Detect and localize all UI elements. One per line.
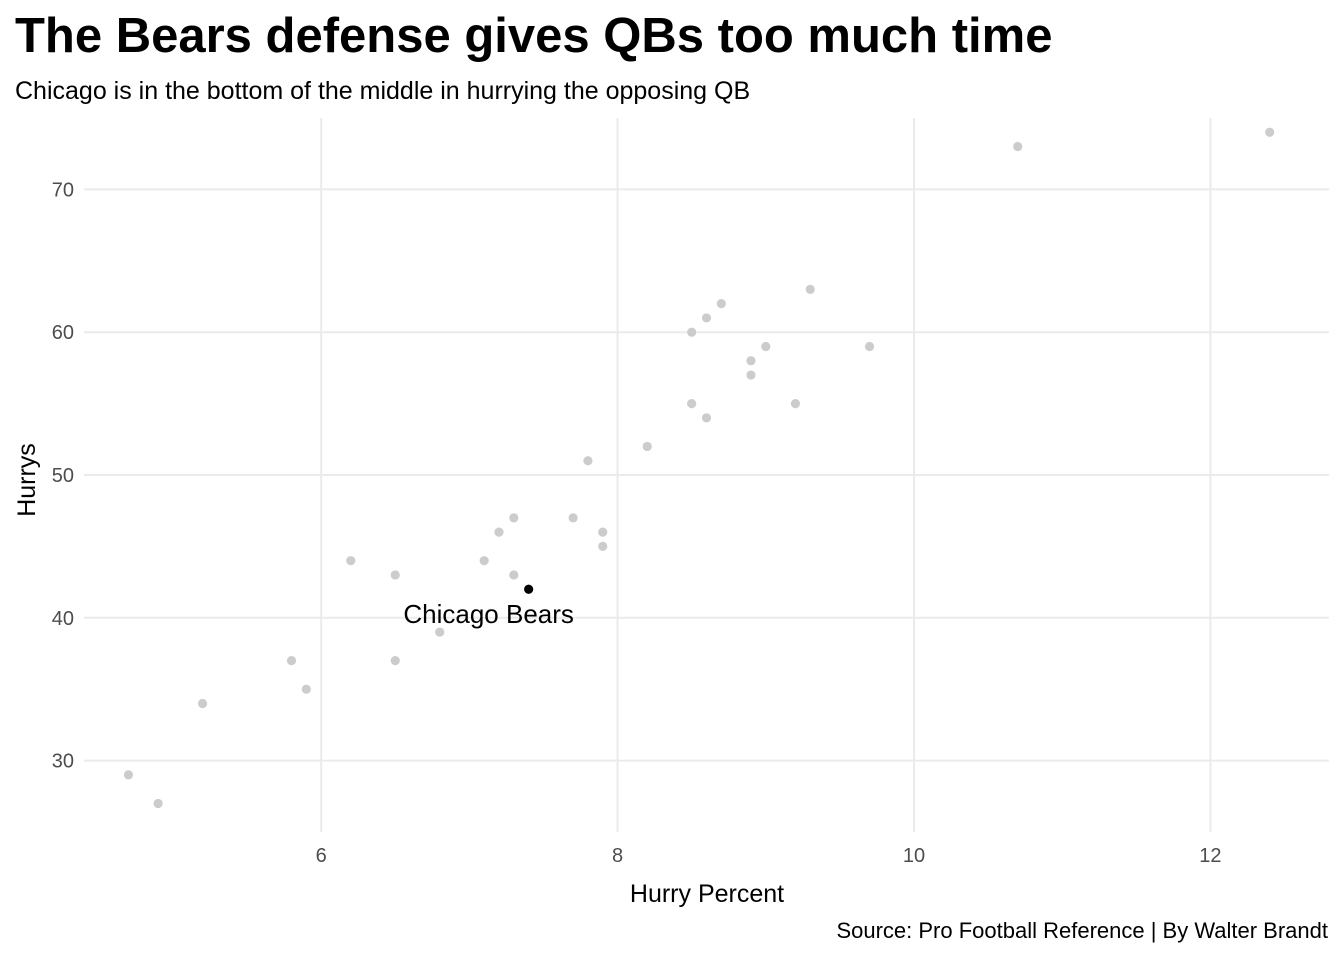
data-point [509, 513, 519, 523]
data-point [153, 798, 163, 809]
x-tick-label: 8 [612, 845, 623, 867]
data-point [346, 556, 356, 566]
data-point [642, 441, 652, 452]
data-point [1265, 127, 1275, 137]
data-point [701, 413, 712, 423]
data-point [687, 399, 697, 409]
data-point [864, 341, 875, 352]
data-points [123, 127, 1275, 809]
data-point [197, 698, 208, 709]
y-axis-title: Hurrys [13, 443, 41, 517]
y-tick-label: 60 [52, 322, 74, 344]
x-tick-label: 10 [903, 845, 925, 867]
data-point [479, 556, 489, 566]
data-point [761, 341, 771, 352]
y-tick-label: 30 [52, 751, 74, 773]
data-point [494, 527, 504, 537]
data-point [286, 656, 297, 666]
chart-caption: Source: Pro Football Reference | By Walt… [836, 918, 1328, 943]
data-point [687, 327, 697, 337]
highlight-group: Chicago Bears [403, 584, 574, 629]
data-point [716, 299, 726, 309]
chart-subtitle: Chicago is in the bottom of the middle i… [15, 77, 751, 105]
data-point [301, 684, 311, 694]
data-point [598, 541, 608, 552]
data-point [805, 284, 815, 294]
data-point [390, 570, 400, 580]
data-point [746, 356, 756, 366]
grid-lines [84, 118, 1329, 832]
data-point [583, 456, 593, 466]
data-point [598, 527, 608, 537]
data-point [123, 770, 134, 780]
data-point [390, 656, 400, 666]
chart-title: The Bears defense gives QBs too much tim… [15, 9, 1053, 63]
data-point [701, 313, 712, 323]
y-tick-label: 50 [52, 465, 74, 487]
data-point [790, 399, 801, 409]
data-point [746, 370, 756, 380]
tick-labels: 6 8 10 12 30 40 50 60 70 [52, 179, 1222, 867]
x-tick-label: 6 [316, 845, 327, 867]
y-tick-label: 70 [52, 179, 74, 201]
y-tick-label: 40 [52, 608, 74, 630]
data-point [509, 570, 519, 580]
data-point [1013, 141, 1023, 152]
x-axis-title: Hurry Percent [630, 880, 784, 908]
data-point [568, 513, 578, 523]
highlight-point [524, 584, 534, 594]
data-point [435, 627, 445, 637]
x-tick-label: 12 [1199, 845, 1221, 867]
highlight-label: Chicago Bears [403, 599, 574, 629]
